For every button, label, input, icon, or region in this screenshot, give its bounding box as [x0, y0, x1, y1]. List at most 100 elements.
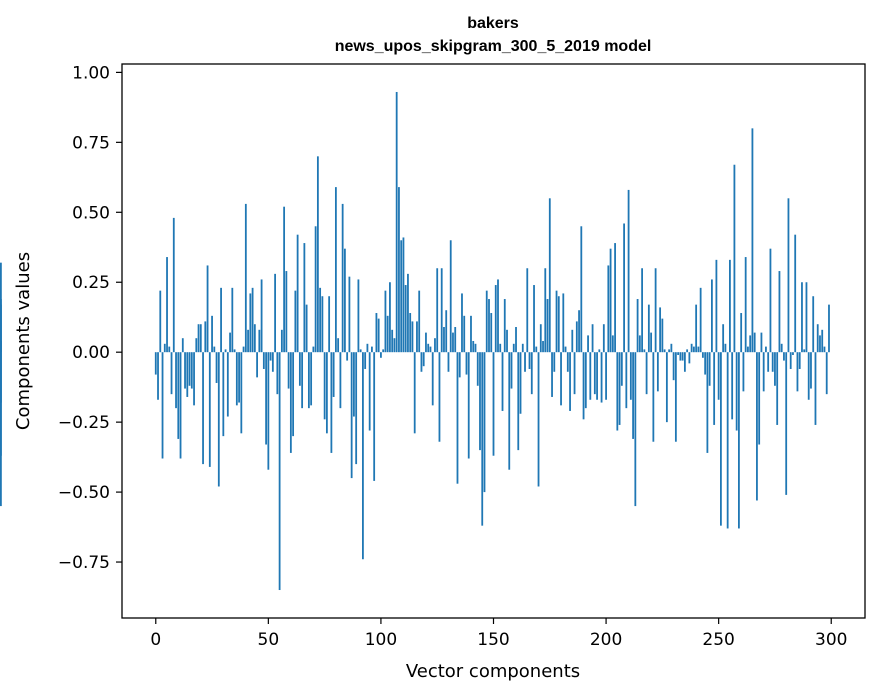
- bar: [803, 349, 806, 353]
- bar: [641, 268, 643, 353]
- bar: [796, 352, 799, 392]
- bar: [801, 282, 803, 353]
- bar: [499, 343, 502, 353]
- bar: [823, 346, 826, 353]
- bar: [607, 265, 610, 353]
- bar: [188, 352, 191, 386]
- bar: [580, 226, 583, 353]
- bar: [767, 352, 770, 372]
- bar: [400, 240, 403, 353]
- bar: [677, 352, 680, 355]
- bar: [519, 352, 522, 414]
- bar: [645, 352, 648, 395]
- bar: [454, 327, 457, 353]
- bar: [740, 313, 743, 353]
- bar: [742, 352, 745, 392]
- bar: [706, 352, 709, 453]
- bar: [420, 352, 423, 372]
- y-tick-label: 0.00: [72, 343, 110, 363]
- bar: [217, 352, 220, 487]
- bar: [235, 352, 238, 406]
- bar: [686, 349, 689, 353]
- bar: [661, 318, 664, 353]
- y-tick-label: 0.75: [72, 133, 110, 153]
- bar: [364, 352, 367, 369]
- bar: [316, 156, 319, 353]
- bar: [242, 346, 245, 353]
- bar: [332, 352, 335, 397]
- y-tick-label: −0.25: [58, 413, 110, 433]
- bar: [321, 296, 324, 353]
- bar: [202, 352, 204, 465]
- bar: [695, 304, 698, 353]
- bar: [380, 352, 382, 358]
- bar: [765, 346, 767, 353]
- x-tick-label: 150: [477, 630, 509, 650]
- bar: [771, 352, 774, 372]
- bar: [199, 324, 202, 353]
- y-axis-ticks: −0.75 −0.50 −0.25 0.00 0.25 0.50 0.75 1.00: [58, 63, 122, 573]
- bar: [434, 338, 436, 353]
- bar: [535, 346, 538, 353]
- bar: [715, 259, 718, 353]
- x-tick-label: 100: [365, 630, 397, 650]
- bar: [701, 352, 704, 358]
- bar: [596, 352, 598, 400]
- bar: [692, 346, 695, 353]
- bar: [289, 352, 292, 453]
- bar: [226, 352, 229, 417]
- chart-subtitle: news_upos_skipgram_300_5_2019 model: [335, 38, 652, 55]
- bar: [508, 352, 511, 470]
- bar: [821, 329, 824, 353]
- x-tick-label: 300: [815, 630, 847, 650]
- y-tick-label: −0.50: [58, 483, 110, 503]
- bar: [184, 352, 186, 389]
- bar: [652, 352, 655, 442]
- bar: [530, 352, 533, 395]
- y-tick-label: 0.25: [72, 273, 110, 293]
- bar: [177, 352, 180, 439]
- x-tick-label: 200: [590, 630, 622, 650]
- bar: [463, 315, 466, 353]
- bar: [328, 296, 331, 353]
- bar: [409, 313, 412, 353]
- bar: [584, 352, 587, 409]
- bar: [555, 290, 558, 353]
- bar: [672, 352, 675, 381]
- bars-group: [0, 91, 830, 591]
- x-axis-label: Vector components: [406, 661, 580, 682]
- bar: [382, 349, 385, 353]
- bar: [483, 352, 486, 493]
- bar: [346, 352, 349, 361]
- bar: [814, 352, 817, 425]
- bar: [524, 352, 526, 372]
- bar: [697, 346, 700, 353]
- bar: [762, 352, 765, 392]
- bar: [456, 352, 459, 484]
- bar: [404, 285, 407, 353]
- bar: [461, 293, 463, 353]
- bar: [479, 352, 481, 451]
- bar: [170, 352, 173, 395]
- bar: [256, 352, 258, 378]
- bar: [168, 346, 171, 353]
- bar: [348, 276, 351, 353]
- bar: [569, 352, 571, 411]
- bar: [778, 271, 781, 353]
- bar: [758, 352, 761, 445]
- bar: [389, 282, 391, 353]
- x-axis-ticks: 0 50 100 150 200 250 300: [150, 618, 847, 650]
- x-tick-label: 250: [702, 630, 734, 650]
- bar: [314, 226, 317, 353]
- bar: [357, 279, 360, 353]
- bar: [377, 318, 380, 353]
- bar: [229, 332, 231, 353]
- bar: [521, 343, 524, 353]
- bar: [341, 203, 344, 353]
- bar: [465, 352, 468, 375]
- bar: [620, 352, 623, 386]
- bar: [625, 352, 628, 409]
- bar: [650, 332, 653, 353]
- bar: [220, 287, 222, 353]
- bar: [553, 352, 556, 372]
